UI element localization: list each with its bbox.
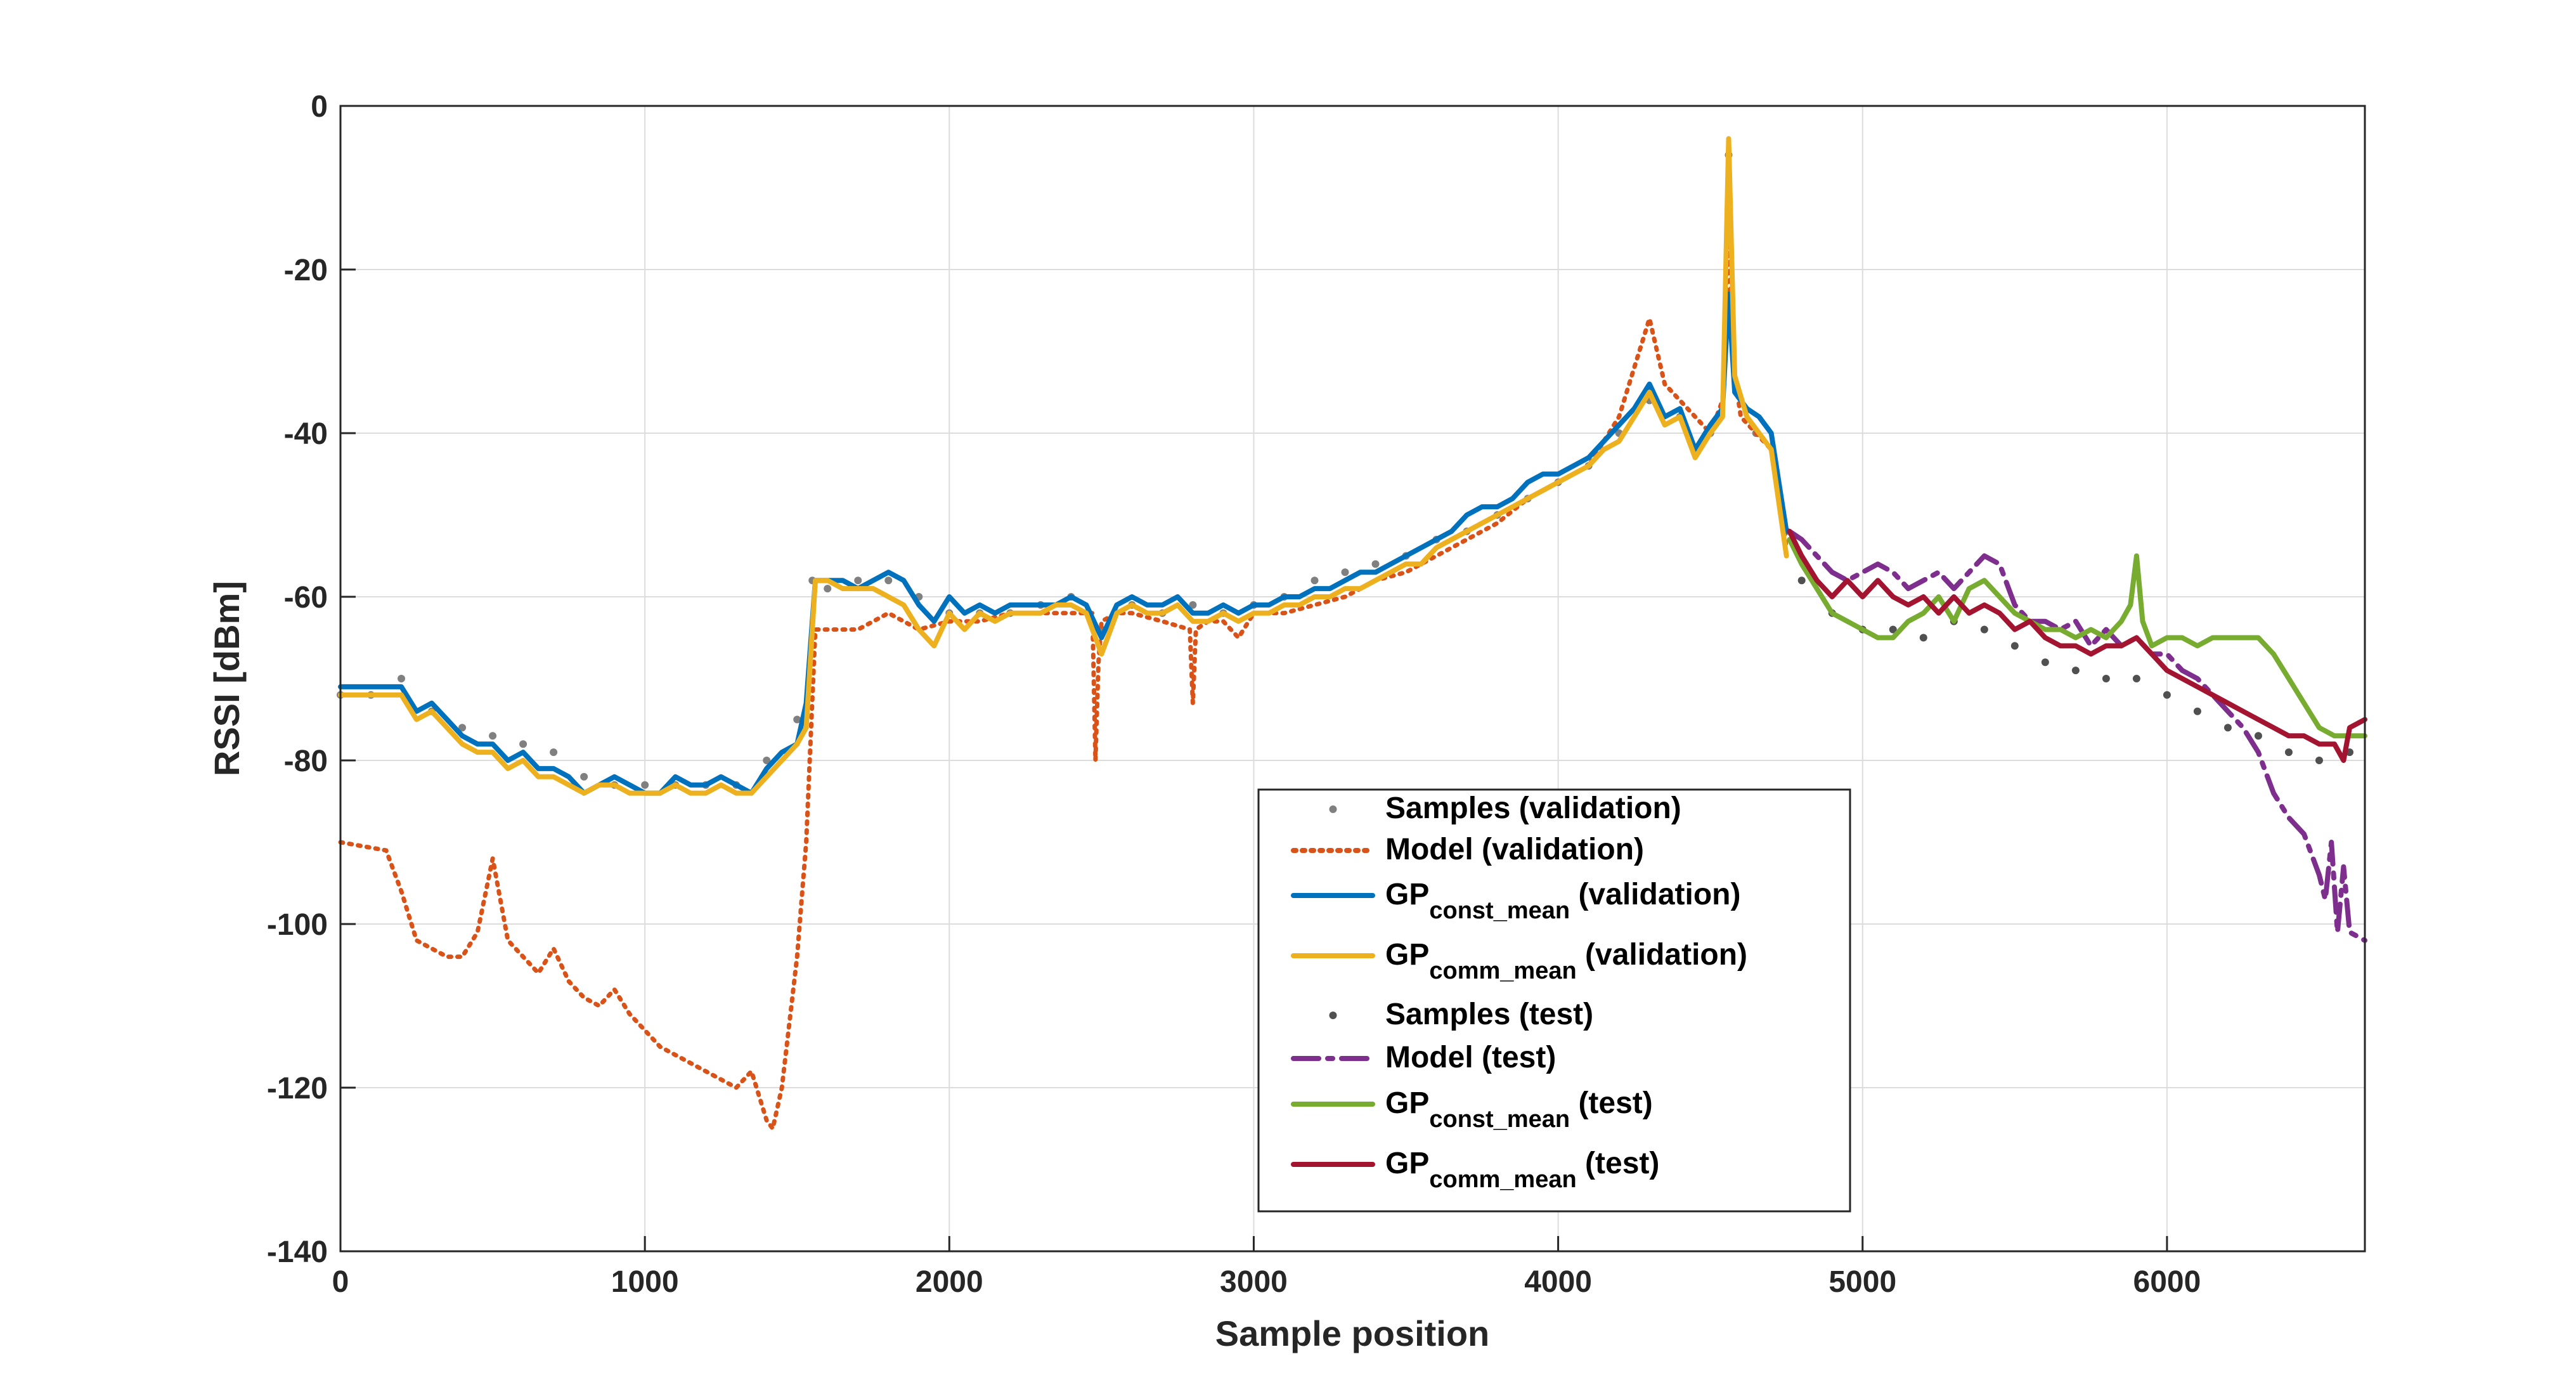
sample-point xyxy=(1311,576,1319,585)
series-line xyxy=(1787,528,2367,943)
sample-point xyxy=(824,585,832,593)
y-axis-label: RSSI [dBm] xyxy=(207,581,247,776)
legend-marker xyxy=(1329,1012,1337,1019)
legend-box xyxy=(1257,788,1851,1213)
sample-point xyxy=(2193,707,2201,715)
series-gp_const_test xyxy=(1787,537,2367,739)
legend-item-gp_comm_val: GPcomm_mean (validation) xyxy=(1291,938,1747,984)
sample-point xyxy=(2041,658,2049,667)
series-gp_comm_val xyxy=(338,136,1789,796)
x-tick-label: 0 xyxy=(332,1265,349,1299)
y-tick-label: -20 xyxy=(284,254,328,287)
x-tick-label: 3000 xyxy=(1220,1265,1288,1299)
y-tick-label: 0 xyxy=(311,90,328,124)
sample-point xyxy=(763,757,771,764)
legend-item-model_val: Model (validation) xyxy=(1291,833,1644,866)
y-tick-label: -100 xyxy=(267,908,328,942)
series-model_test xyxy=(1787,528,2367,943)
sample-point xyxy=(854,576,862,585)
y-tick-label: -140 xyxy=(267,1235,328,1269)
sample-point xyxy=(2254,732,2262,740)
legend-label: Samples (validation) xyxy=(1385,791,1681,825)
legend-label: Samples (test) xyxy=(1385,998,1593,1031)
series-layer xyxy=(337,136,2367,1131)
sample-point xyxy=(2010,642,2019,650)
series-gp_const_val xyxy=(338,291,1789,796)
legend-item-gp_const_val: GPconst_mean (validation) xyxy=(1291,878,1740,924)
sample-point xyxy=(1889,625,1897,634)
x-tick-label: 1000 xyxy=(611,1265,679,1299)
sample-point xyxy=(2315,757,2323,764)
sample-point xyxy=(1919,634,1927,642)
legend-label: GPcomm_mean (validation) xyxy=(1385,938,1747,984)
sample-point xyxy=(641,781,649,789)
sample-point xyxy=(458,724,467,732)
y-tick-label: -40 xyxy=(284,417,328,451)
legend-item-samples_test: Samples (test) xyxy=(1329,998,1593,1031)
series-gp_comm_test xyxy=(1787,528,2367,763)
y-tick-label: -60 xyxy=(284,581,328,615)
legend: Samples (validation) Model (validation) GP… xyxy=(1257,788,1851,1213)
sample-point xyxy=(2132,675,2140,682)
series-line xyxy=(1787,528,2367,763)
sample-point xyxy=(2284,748,2293,757)
y-tick-label: -120 xyxy=(267,1072,328,1105)
sample-point xyxy=(2163,691,2171,699)
sample-point xyxy=(580,772,588,781)
y-tick-label: -80 xyxy=(284,745,328,778)
sample-point xyxy=(1371,560,1380,568)
legend-label: Model (test) xyxy=(1385,1041,1556,1074)
sample-point xyxy=(489,732,497,740)
legend-label: GPcomm_mean (test) xyxy=(1385,1147,1659,1193)
sample-point xyxy=(884,576,893,585)
series-line xyxy=(338,291,1789,796)
x-tick-label: 5000 xyxy=(1828,1265,1896,1299)
legend-item-model_test: Model (test) xyxy=(1291,1041,1556,1074)
y-axis: 0 -20 -40 -60 -80 -100 -120 -140 xyxy=(267,90,356,1269)
sample-point xyxy=(519,740,527,748)
sample-point xyxy=(550,748,558,757)
sample-point xyxy=(793,715,801,724)
sample-point xyxy=(2102,675,2110,682)
legend-label: GPconst_mean (test) xyxy=(1385,1086,1653,1133)
sample-point xyxy=(1189,601,1197,609)
legend-label: Model (validation) xyxy=(1385,833,1644,866)
sample-point xyxy=(2071,667,2080,675)
series-samples_test xyxy=(1797,576,2353,764)
x-tick-label: 4000 xyxy=(1524,1265,1592,1299)
x-axis: 0 1000 2000 3000 4000 5000 6000 xyxy=(332,1236,2201,1299)
legend-label: GPconst_mean (validation) xyxy=(1385,878,1740,924)
legend-marker xyxy=(1329,805,1337,813)
series-line xyxy=(1787,537,2367,739)
legend-item-samples_val: Samples (validation) xyxy=(1329,791,1681,825)
sample-point xyxy=(1797,576,1806,585)
x-axis-label: Sample position xyxy=(1215,1313,1490,1353)
legend-item-gp_const_test: GPconst_mean (test) xyxy=(1291,1086,1653,1133)
sample-point xyxy=(1341,568,1349,576)
series-line xyxy=(338,136,1789,796)
sample-point xyxy=(2223,724,2232,732)
legend-item-gp_comm_test: GPcomm_mean (test) xyxy=(1291,1147,1659,1193)
sample-point xyxy=(1980,625,1988,634)
plot-frame xyxy=(339,105,2366,1253)
x-tick-label: 2000 xyxy=(916,1265,983,1299)
x-tick-label: 6000 xyxy=(2133,1265,2201,1299)
sample-point xyxy=(398,675,406,682)
